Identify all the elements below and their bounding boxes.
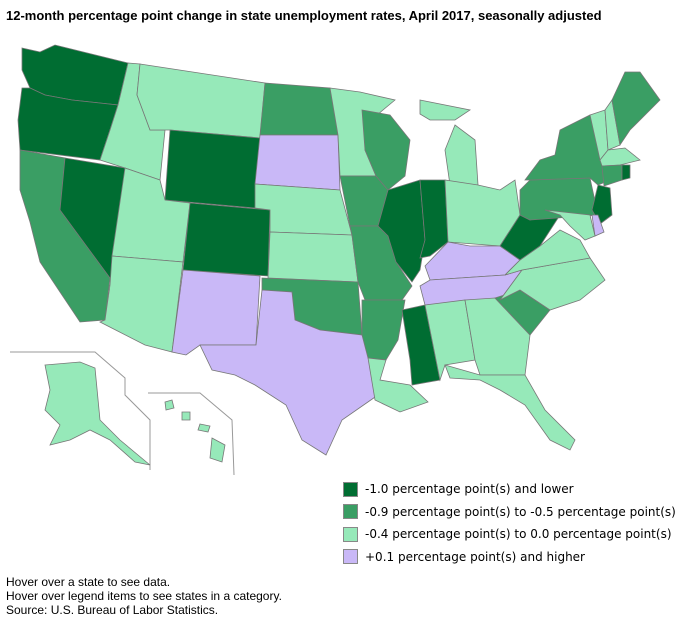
legend-swatch [343,504,358,520]
state-nj[interactable] [591,184,613,225]
state-hi[interactable] [164,399,226,463]
legend: -1.0 percentage point(s) and lower -0.9 p… [343,478,676,568]
state-sd[interactable] [254,134,341,191]
state-wy[interactable] [164,129,261,209]
state-co[interactable] [182,202,271,277]
state-wi[interactable] [361,109,411,191]
state-nm[interactable] [171,269,261,356]
alaska-inset-frame [10,351,151,470]
hawaii-inset-frame [148,392,235,476]
legend-swatch [343,526,358,542]
state-la[interactable] [367,357,429,413]
notes: Hover over a state to see data. Hover ov… [6,575,282,617]
state-mi[interactable] [419,99,479,186]
legend-label: -0.9 percentage point(s) to -0.5 percent… [365,504,676,519]
state-mt[interactable] [136,63,266,139]
state-tx[interactable] [199,289,379,456]
legend-label: -1.0 percentage point(s) and lower [365,482,574,497]
state-ak[interactable] [44,361,151,466]
state-fl[interactable] [444,364,576,451]
state-ks[interactable] [267,231,359,283]
state-de[interactable] [591,214,605,237]
state-ri[interactable] [621,164,631,181]
legend-item-cat1[interactable]: -1.0 percentage point(s) and lower [343,478,676,501]
legend-label: +0.1 percentage point(s) and higher [365,549,585,564]
legend-item-cat3[interactable]: -0.4 percentage point(s) to 0.0 percenta… [343,523,676,546]
state-md[interactable] [544,209,596,241]
state-ar[interactable] [361,299,406,361]
state-nd[interactable] [259,82,339,136]
inset-frames [10,351,235,476]
legend-item-cat2[interactable]: -0.9 percentage point(s) to -0.5 percent… [343,501,676,524]
legend-swatch [343,549,358,565]
state-ct[interactable] [601,164,623,187]
state-az[interactable] [99,255,184,353]
source-note: Source: U.S. Bureau of Labor Statistics. [6,603,219,617]
map-title: 12-month percentage point change in stat… [6,8,602,23]
state-me[interactable] [611,71,661,147]
hover-note: Hover over a state to see data. [6,575,171,589]
us-state-map [10,44,661,476]
legend-swatch [343,481,358,497]
legend-label: -0.4 percentage point(s) to 0.0 percenta… [365,527,672,542]
legend-item-cat4[interactable]: +0.1 percentage point(s) and higher [343,546,676,569]
legend-note: Hover over legend items to see states in… [6,589,282,603]
